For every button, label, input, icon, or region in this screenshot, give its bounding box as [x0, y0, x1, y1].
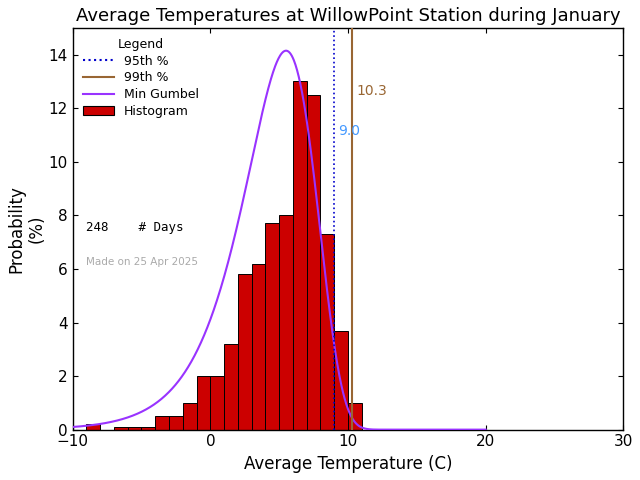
Bar: [293, 82, 307, 430]
Bar: [334, 331, 348, 430]
Bar: [86, 424, 100, 430]
Bar: [196, 376, 211, 430]
Bar: [252, 264, 266, 430]
Bar: [156, 416, 169, 430]
Y-axis label: Probability
(%): Probability (%): [7, 185, 45, 273]
Bar: [238, 274, 252, 430]
Bar: [279, 216, 293, 430]
Bar: [348, 403, 362, 430]
Text: 248    # Days: 248 # Days: [86, 221, 184, 234]
Bar: [141, 427, 156, 430]
Bar: [128, 427, 141, 430]
Bar: [224, 344, 238, 430]
X-axis label: Average Temperature (C): Average Temperature (C): [244, 455, 452, 473]
Bar: [211, 376, 224, 430]
Legend: 95th %, 99th %, Min Gumbel, Histogram: 95th %, 99th %, Min Gumbel, Histogram: [79, 34, 203, 121]
Bar: [114, 427, 128, 430]
Text: Made on 25 Apr 2025: Made on 25 Apr 2025: [86, 257, 198, 267]
Text: 10.3: 10.3: [356, 84, 387, 98]
Title: Average Temperatures at WillowPoint Station during January: Average Temperatures at WillowPoint Stat…: [76, 7, 620, 25]
Bar: [183, 403, 196, 430]
Text: 9.0: 9.0: [339, 124, 360, 138]
Bar: [169, 416, 183, 430]
Bar: [321, 234, 334, 430]
Bar: [266, 223, 279, 430]
Bar: [307, 95, 321, 430]
